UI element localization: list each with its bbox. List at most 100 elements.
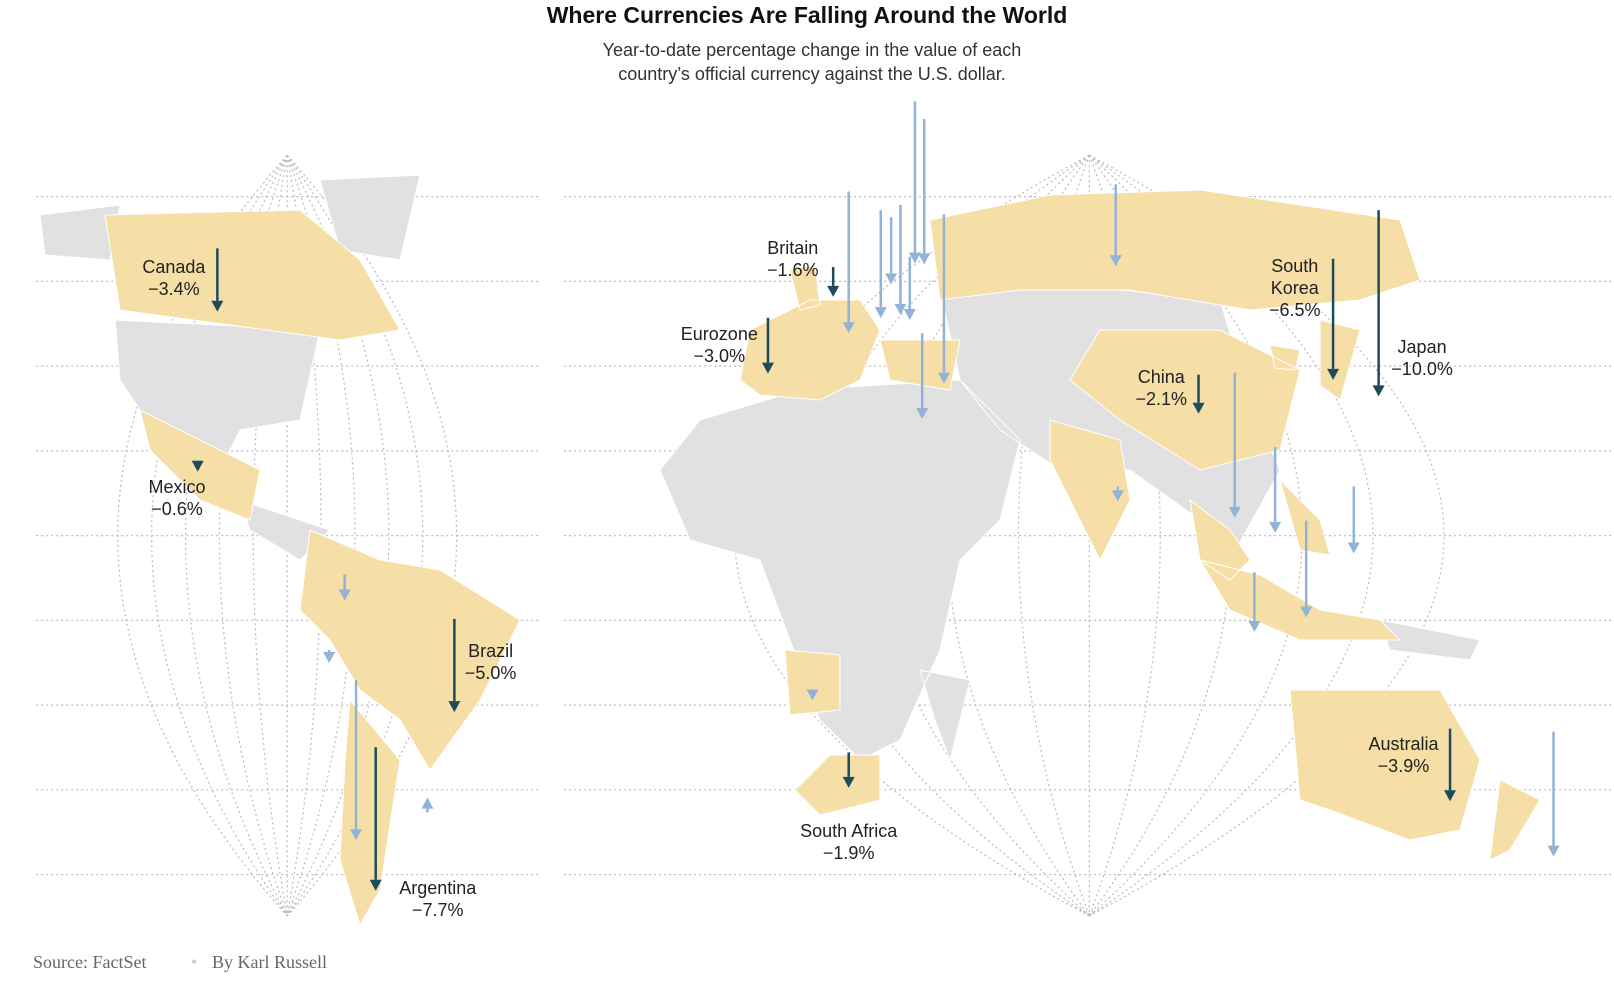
country-label: Eurozone −3.0%: [681, 323, 758, 367]
currency-arrow: [903, 256, 916, 321]
currency-arrow: [916, 333, 929, 419]
currency-arrow: [191, 460, 204, 472]
currency-arrow: [369, 747, 382, 891]
currency-arrow: [1109, 184, 1122, 267]
currency-arrow: [1228, 372, 1241, 518]
arrow-head: [1327, 368, 1340, 380]
currency-arrow: [1444, 728, 1457, 802]
currency-arrow: [1269, 447, 1282, 533]
change-label: −2.1%: [1135, 389, 1188, 410]
arrow-head: [1372, 385, 1385, 397]
country-label: Australia −3.9%: [1368, 733, 1438, 777]
arrow-head: [937, 372, 950, 384]
land: [39, 174, 1541, 927]
arrow-head: [827, 285, 840, 297]
change-label: −7.7%: [412, 899, 464, 920]
change-label: −10.0%: [1391, 359, 1453, 380]
change-label: −6.5%: [1269, 299, 1321, 320]
arrow-head: [916, 407, 929, 419]
arrow-head: [894, 303, 907, 315]
country-name: Britain: [767, 238, 819, 258]
country-label: South Korea −6.5%: [1265, 255, 1325, 321]
currency-arrow: [421, 797, 434, 813]
currency-arrow: [937, 214, 950, 384]
currency-arrow: [1347, 486, 1360, 554]
currency-arrow: [350, 679, 363, 841]
country-name: China: [1137, 367, 1185, 388]
country-label: Mexico −0.6%: [148, 476, 205, 520]
arrow-head: [903, 309, 916, 321]
country-name: South Africa: [800, 820, 898, 841]
arrow-head: [338, 589, 351, 601]
arrow-head: [448, 701, 461, 713]
country-name: Argentina: [399, 877, 477, 898]
source: Source: FactSet: [33, 952, 147, 972]
currency-arrow: [448, 618, 461, 713]
country-label: Japan −10.0%: [1391, 336, 1453, 380]
change-label: −1.9%: [822, 842, 875, 863]
country-label: Brazil −5.0%: [465, 640, 517, 684]
arrow-head: [908, 252, 921, 264]
change-label: −3.4%: [148, 278, 200, 299]
byline: By Karl Russell: [212, 952, 327, 972]
currency-arrow: [806, 689, 819, 701]
arrow-head: [191, 460, 204, 472]
currency-arrow: [1111, 486, 1124, 502]
arrow-head: [323, 652, 336, 664]
currency-arrow: [918, 119, 931, 265]
title: Where Currencies Are Falling Around the …: [546, 2, 1068, 28]
currency-arrow: [827, 267, 840, 297]
country-label: Argentina −7.7%: [399, 877, 476, 921]
arrow-head: [1109, 255, 1122, 267]
meridian: [286, 154, 458, 917]
currency-arrow: [885, 217, 898, 285]
country-name: Eurozone: [680, 323, 758, 344]
country-name: Mexico: [148, 477, 206, 498]
country-name: Brazil: [468, 640, 514, 661]
arrow-head: [1111, 490, 1124, 502]
arrow-head: [1444, 790, 1457, 802]
currency-arrow: [1192, 374, 1205, 414]
currency-arrow: [1372, 210, 1385, 397]
currency-arrow: [761, 317, 774, 374]
arrow-head: [369, 879, 382, 891]
arrow-head: [211, 300, 224, 312]
arrow-head: [842, 322, 855, 334]
arrow-head: [421, 797, 434, 809]
currency-arrow: [1248, 572, 1261, 632]
arrow-head: [842, 776, 855, 788]
arrow-head: [761, 362, 774, 374]
currency-arrow: [894, 204, 907, 315]
meridian: [286, 154, 424, 917]
currency-arrow: [211, 248, 224, 312]
change-label: −3.9%: [1377, 755, 1430, 776]
change-label: −0.6%: [151, 499, 203, 520]
meridian: [151, 154, 288, 917]
country-label: South Africa −1.9%: [800, 820, 897, 864]
currency-arrow: [842, 191, 855, 334]
currency-arrow: [1547, 731, 1560, 857]
country-name: Japan: [1397, 337, 1447, 358]
country-label: China −2.1%: [1135, 366, 1187, 410]
currency-arrow: [874, 210, 887, 319]
arrow-head: [1347, 542, 1360, 554]
currency-arrow: [842, 752, 855, 788]
country-label: Canada −3.4%: [142, 256, 205, 300]
arrow-head: [874, 307, 887, 319]
arrow-head: [1248, 620, 1261, 632]
arrow-head: [350, 829, 363, 841]
arrow-head: [1192, 402, 1205, 414]
change-label: −1.6%: [767, 260, 819, 280]
arrow-head: [885, 273, 898, 285]
country-name: Canada: [142, 256, 206, 277]
change-label: −3.0%: [693, 345, 746, 366]
subtitle: Year-to-date percentage change in the va…: [602, 40, 1022, 84]
currency-arrow: [338, 574, 351, 601]
change-label: −5.0%: [464, 662, 517, 683]
meridian: [117, 154, 288, 917]
currency-arrow: [1300, 520, 1313, 618]
arrow-head: [806, 689, 819, 701]
arrow-head: [1547, 845, 1560, 857]
separator: •: [191, 952, 198, 972]
